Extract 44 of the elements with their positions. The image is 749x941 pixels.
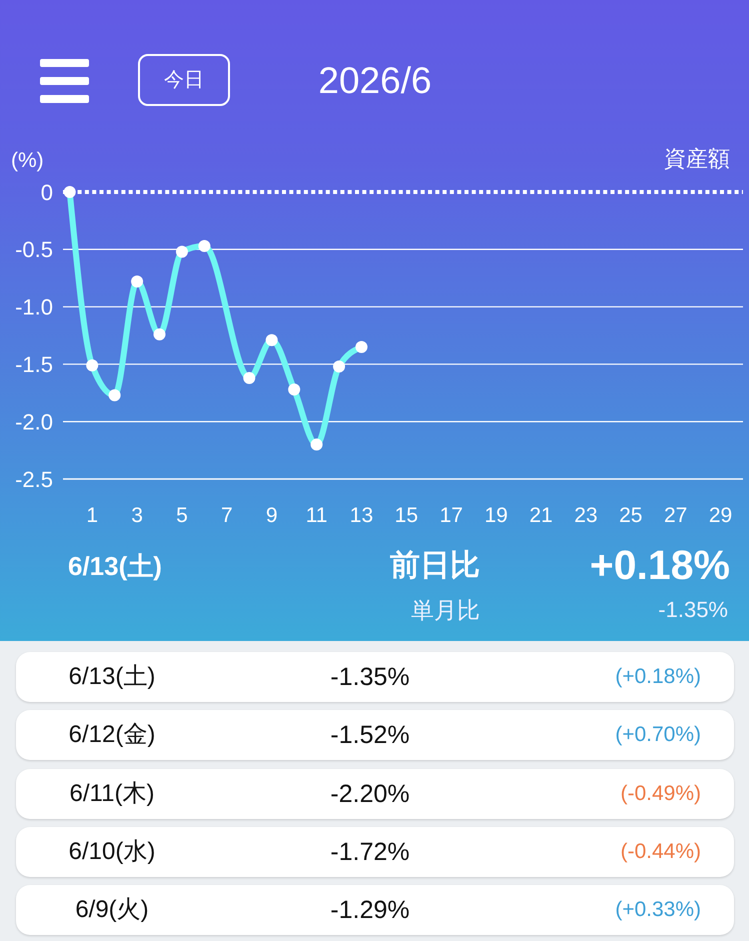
- text: +0.18%: [590, 541, 730, 590]
- text: -1.35%: [658, 596, 728, 624]
- text: 6/12(金): [68, 720, 156, 750]
- text: 6/10(水): [68, 836, 156, 867]
- x-tick-label: 3: [131, 504, 143, 527]
- y-tick-label: -2.5: [15, 466, 53, 492]
- text: -1.72%: [329, 836, 411, 868]
- chart-title: 2026/6: [317, 59, 433, 103]
- x-tick-label: 23: [574, 504, 598, 527]
- text: 6/13(土): [68, 550, 162, 583]
- x-tick-label: 25: [619, 504, 642, 527]
- y-tick-label: -0.5: [15, 237, 53, 262]
- x-tick-label: 29: [708, 504, 732, 527]
- text: -1.29%: [329, 895, 411, 926]
- text: 前日比: [390, 548, 480, 584]
- y-tick-label: -2.0: [15, 409, 53, 434]
- x-tick-label: 13: [350, 504, 374, 527]
- y-tick-label: 0: [40, 180, 53, 205]
- x-tick-label: 17: [440, 504, 463, 527]
- text: 6/13(土): [68, 662, 156, 692]
- text: (+0.70%): [615, 722, 701, 748]
- x-tick-label: 27: [664, 504, 688, 527]
- text: 資産額: [664, 146, 730, 172]
- text: -1.52%: [329, 720, 411, 752]
- x-tick-label: 5: [176, 504, 188, 527]
- x-tick-label: 15: [394, 504, 418, 527]
- text: 単月比: [411, 596, 480, 625]
- x-tick-label: 7: [220, 504, 233, 527]
- text: -2.20%: [329, 778, 411, 810]
- x-tick-label: 9: [266, 504, 278, 527]
- text: 6/9(火): [74, 895, 150, 926]
- text: (-0.49%): [620, 780, 701, 807]
- y-tick-label: -1.0: [15, 294, 53, 320]
- text: (+0.33%): [615, 897, 701, 924]
- x-tick-label: 21: [529, 504, 553, 527]
- text: (-0.44%): [620, 838, 701, 865]
- text: 6/11(木): [68, 778, 156, 809]
- x-tick-label: 19: [484, 504, 508, 527]
- x-tick-label: 1: [86, 504, 98, 527]
- y-tick-label: -1.5: [15, 352, 53, 378]
- text: -1.35%: [329, 662, 411, 693]
- x-tick-label: 11: [306, 504, 328, 527]
- text: (+0.18%): [615, 664, 701, 690]
- y-axis-title: (%): [11, 148, 44, 174]
